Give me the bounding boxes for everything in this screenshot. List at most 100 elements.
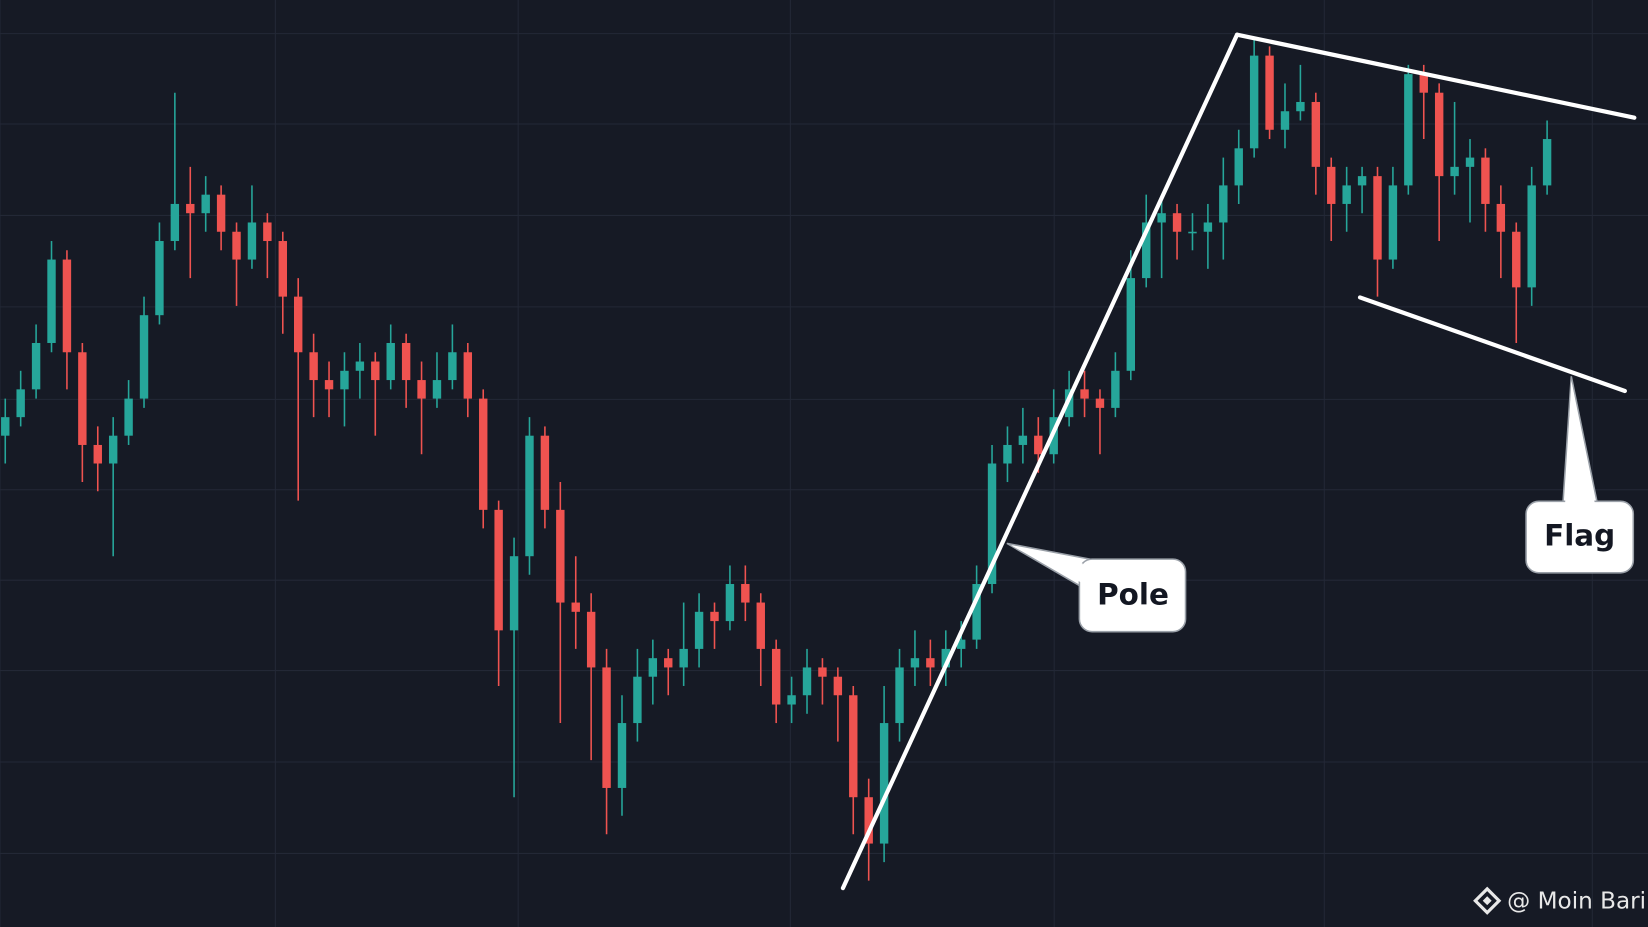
candle-body: [1434, 92, 1444, 177]
candle-body: [1450, 166, 1459, 177]
candle-body: [602, 667, 611, 788]
candle-body: [1095, 398, 1105, 408]
candle-body: [448, 352, 457, 381]
candle-body: [247, 222, 257, 260]
callout-pointer-fill: [1564, 380, 1596, 507]
candle-body: [771, 648, 781, 705]
candle-body: [1373, 176, 1382, 260]
candle-body: [1003, 444, 1012, 464]
pole-callout: Pole: [1006, 542, 1187, 633]
callout-label: Pole: [1097, 577, 1169, 611]
candle-body: [1203, 222, 1213, 232]
candle-body: [1018, 435, 1028, 445]
candle-body: [633, 676, 642, 724]
flag-upper-line: [1234, 32, 1637, 120]
candle-body: [386, 342, 395, 381]
candle-body: [139, 315, 149, 399]
candle-body: [956, 639, 966, 649]
candle-body: [725, 584, 735, 622]
candle-body: [340, 370, 349, 390]
candle-body: [294, 296, 303, 353]
candle-body: [879, 723, 889, 844]
candle-body: [1172, 213, 1182, 232]
callout-pointer-fill: [1011, 545, 1089, 587]
watermark: @ Moin Bari: [1473, 886, 1646, 915]
candle-body: [664, 658, 673, 668]
candle-body: [802, 667, 812, 696]
candle-body: [818, 667, 827, 677]
candle-body: [1, 417, 10, 436]
candle-body: [108, 435, 118, 464]
candle-body: [540, 435, 550, 510]
candle-body: [1404, 74, 1413, 186]
candle-body: [1296, 101, 1305, 112]
candle-body: [93, 444, 102, 464]
candle-body: [371, 361, 380, 381]
candle-body: [1527, 185, 1536, 288]
candle-body: [1080, 389, 1089, 399]
candle-body: [417, 380, 426, 399]
candle-body: [571, 602, 580, 612]
candle-body: [987, 463, 997, 585]
candle-body: [170, 203, 180, 242]
candle-body: [1034, 435, 1043, 455]
candle-body: [309, 352, 318, 381]
candle-body: [463, 352, 473, 399]
candle-body: [1512, 231, 1521, 288]
watermark-logo: [1473, 886, 1502, 915]
candle-body: [47, 259, 56, 343]
candle-body: [479, 398, 488, 510]
candle-body: [617, 723, 627, 788]
candle-body: [1126, 278, 1136, 371]
candle-body: [926, 658, 935, 668]
candles: [1, 37, 1552, 881]
annotation-lines: [840, 32, 1637, 891]
candle-body: [1265, 55, 1274, 130]
candle-body: [1419, 74, 1428, 93]
candle-body: [586, 611, 596, 668]
candle-body: [509, 556, 519, 631]
candle-body: [16, 389, 25, 418]
candle-body: [910, 658, 920, 668]
candle-body: [679, 648, 688, 668]
candle-body: [1465, 157, 1475, 167]
candle-body: [432, 380, 442, 399]
candle-body: [972, 584, 981, 640]
candle-body: [31, 342, 41, 390]
candle-body: [1342, 185, 1351, 204]
flag-callout: Flag: [1525, 376, 1635, 574]
candle-body: [895, 667, 904, 724]
candle-body: [1496, 203, 1506, 232]
candle-body: [494, 509, 503, 631]
candle-body: [216, 194, 226, 232]
candle-body: [648, 658, 658, 677]
candle-body: [1142, 222, 1151, 279]
candle-body: [201, 194, 210, 214]
candle-body: [186, 203, 195, 214]
pole-line: [840, 32, 1240, 891]
candle-body: [324, 380, 334, 390]
candle-body: [710, 611, 719, 622]
candle-body: [756, 602, 765, 649]
candle-body: [124, 398, 133, 436]
candle-body: [355, 361, 365, 371]
candle-body: [278, 241, 287, 297]
candle-body: [1111, 370, 1120, 408]
candle-body: [1219, 185, 1228, 223]
callout-box: [1078, 558, 1187, 633]
candle-body: [556, 509, 565, 603]
candle-body: [1357, 176, 1367, 186]
candle-body: [741, 584, 750, 603]
candle-body: [263, 222, 272, 242]
watermark-text: @ Moin Bari: [1507, 888, 1646, 914]
candle-body: [1388, 185, 1398, 260]
candle-body: [694, 611, 704, 649]
callout-label: Flag: [1544, 519, 1615, 553]
candle-body: [525, 435, 534, 557]
candle-body: [155, 241, 164, 316]
candle-body: [1157, 213, 1166, 223]
candle-body: [1311, 101, 1321, 167]
candle-body: [787, 695, 796, 705]
